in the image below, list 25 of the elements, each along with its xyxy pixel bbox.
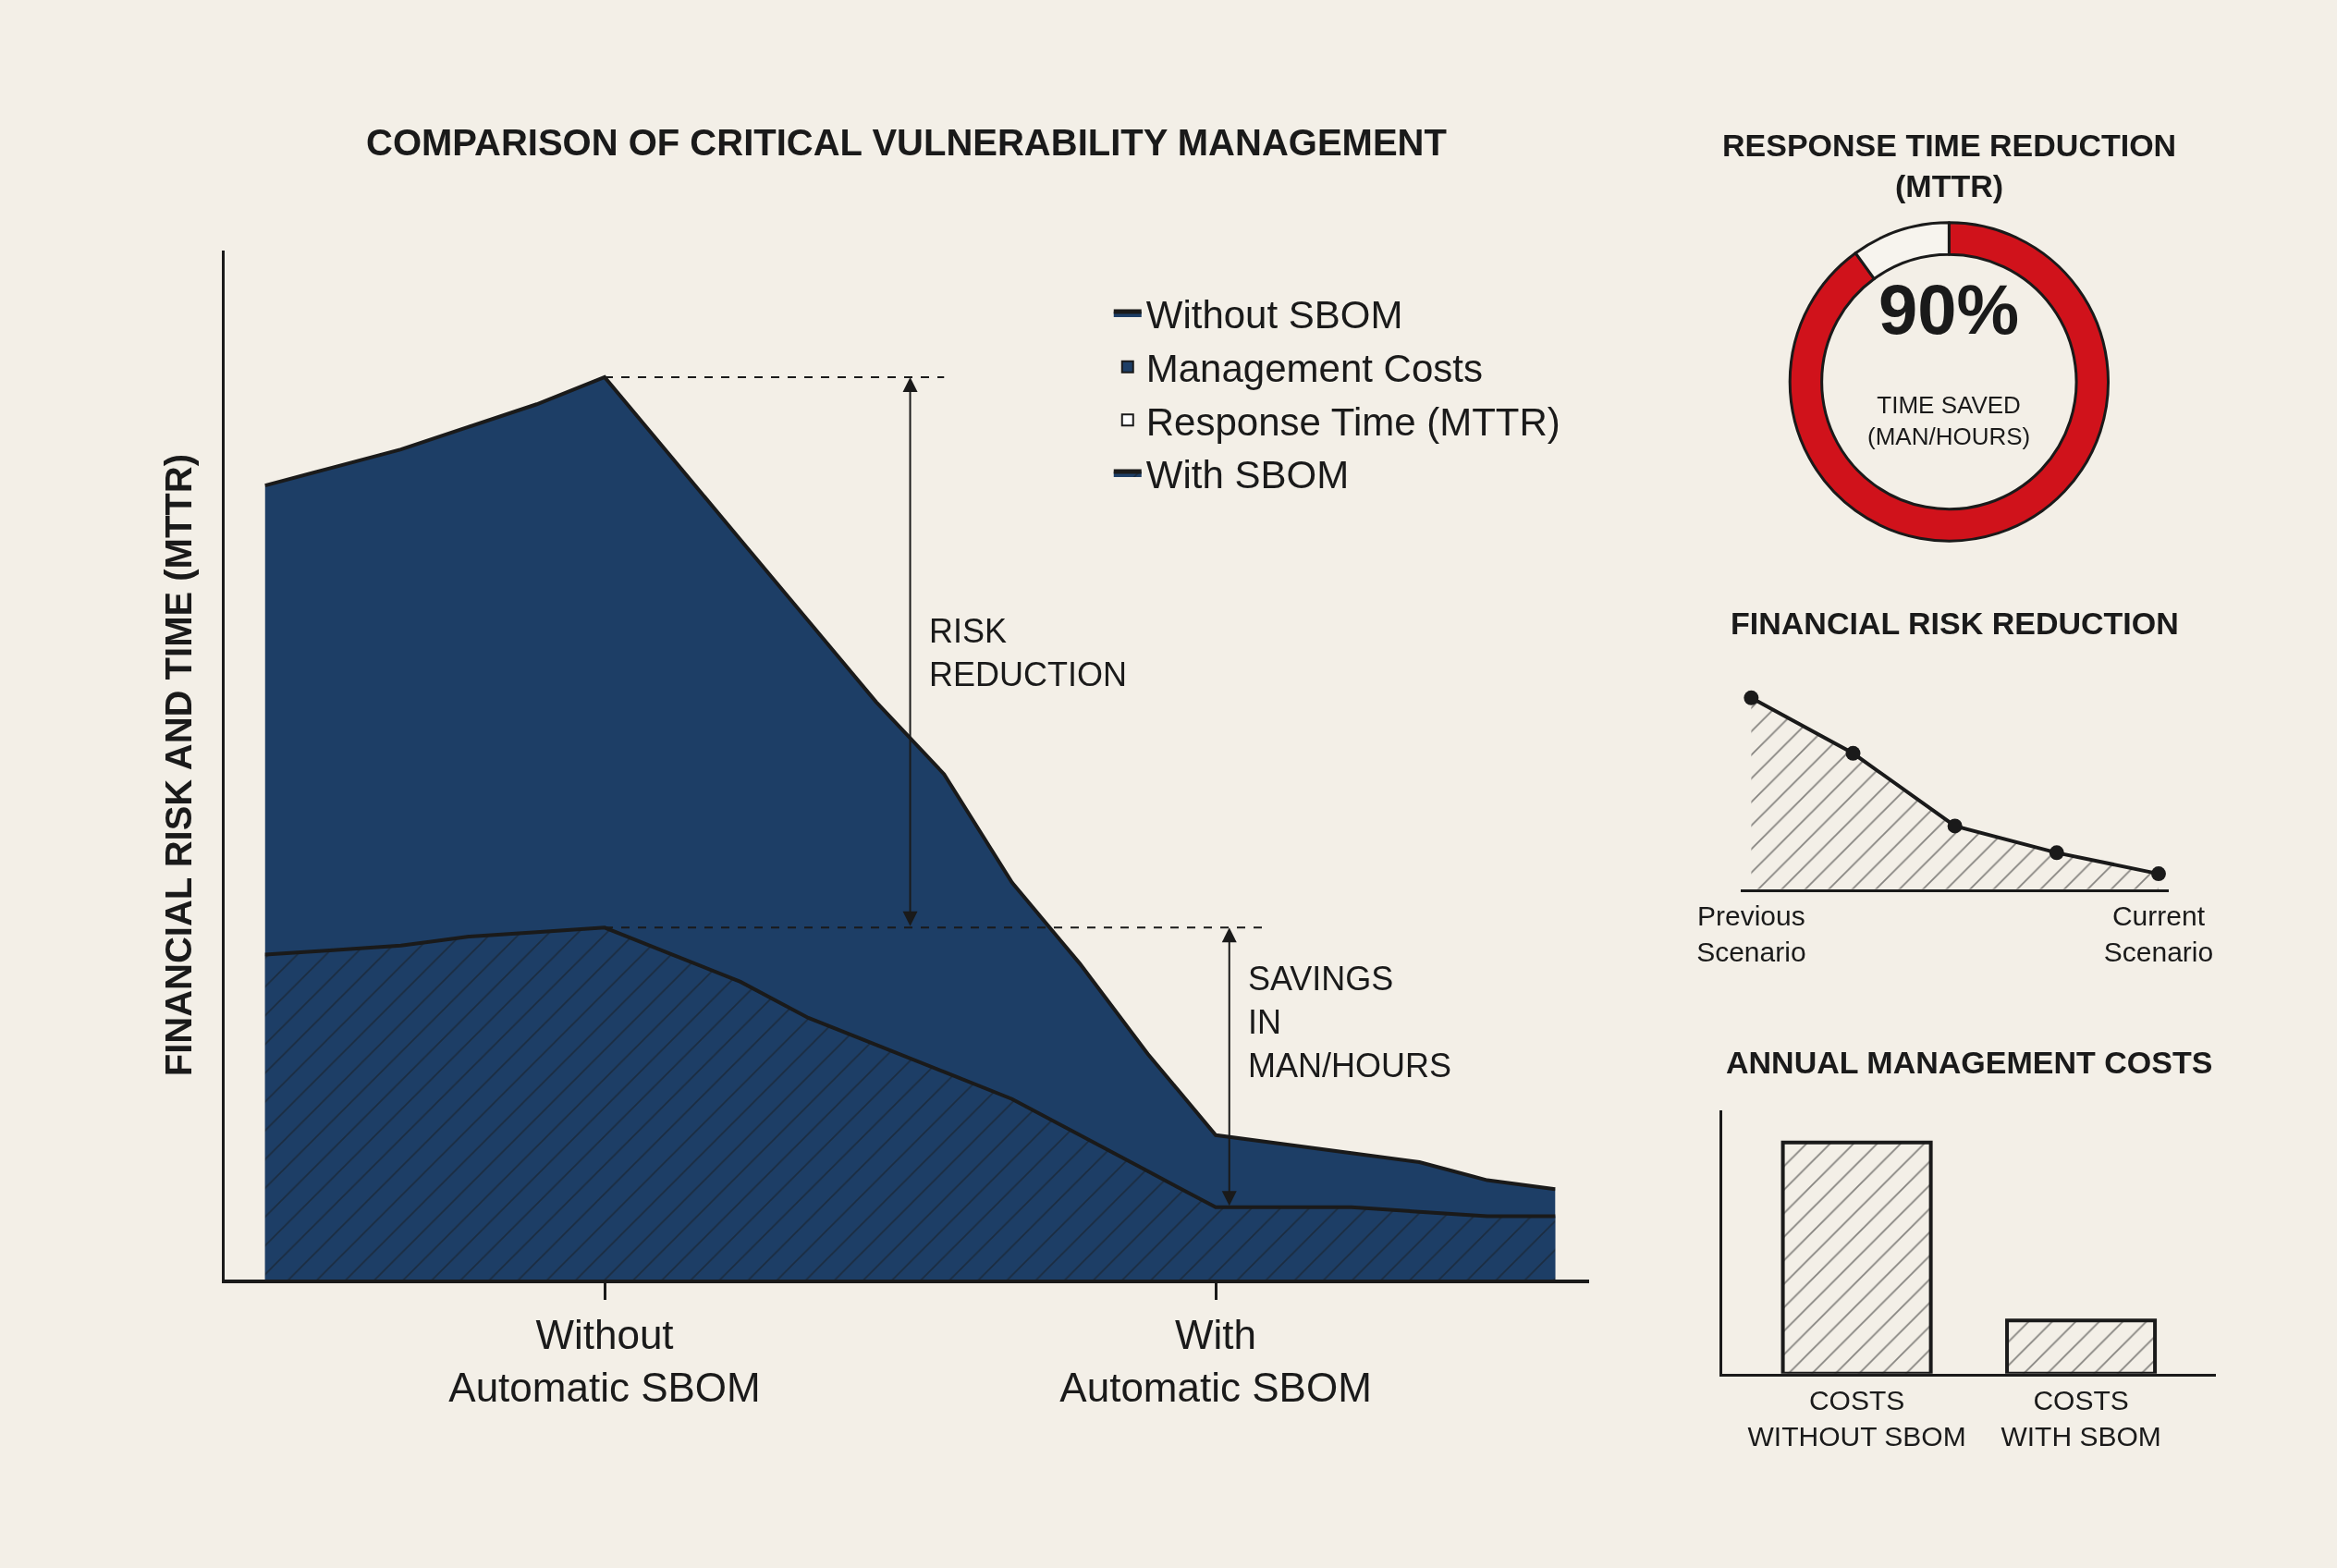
annotation: RISK REDUCTION xyxy=(929,612,1127,693)
chart-title: ANNUAL MANAGEMENT COSTS xyxy=(1726,1045,2213,1080)
donut-slice xyxy=(1788,221,2110,543)
point xyxy=(1947,818,1963,834)
chart-title: COMPARISON OF CRITICAL VULNERABILITY MANAGEMENT xyxy=(366,122,1447,163)
x-tick-label: Without Automatic SBOM xyxy=(448,1311,761,1410)
text: TIME SAVED (MAN/HOURS) xyxy=(1867,391,2031,450)
legend-label: Response Time (MTTR) xyxy=(1145,399,1560,444)
x-tick-label: COSTS WITHOUT SBOM xyxy=(1747,1384,1966,1452)
annotation: SAVINGS IN MAN/HOURS xyxy=(1248,960,1452,1084)
point xyxy=(1744,690,1759,705)
point xyxy=(2150,866,2166,882)
y-axis-title: FINANCIAL RISK AND TIME (MTTR) xyxy=(158,454,200,1077)
legend-label: Management Costs xyxy=(1145,347,1483,391)
point xyxy=(2049,845,2064,861)
chart-title: FINANCIAL RISK REDUCTION xyxy=(1731,606,2179,641)
point xyxy=(1845,745,1861,761)
legend-label: With SBOM xyxy=(1145,453,1350,497)
x-tick-label: COSTS WITH SBOM xyxy=(2001,1384,2161,1452)
chart-title: RESPONSE TIME REDUCTION (MTTR) xyxy=(1722,128,2177,204)
legend-label: Without SBOM xyxy=(1145,293,1403,337)
text: 90% xyxy=(1878,270,2020,349)
x-tick-label: Previous Scenario xyxy=(1696,900,1806,967)
x-tick-label: Current Scenario xyxy=(2103,900,2214,967)
x-tick-label: With Automatic SBOM xyxy=(1059,1311,1372,1410)
